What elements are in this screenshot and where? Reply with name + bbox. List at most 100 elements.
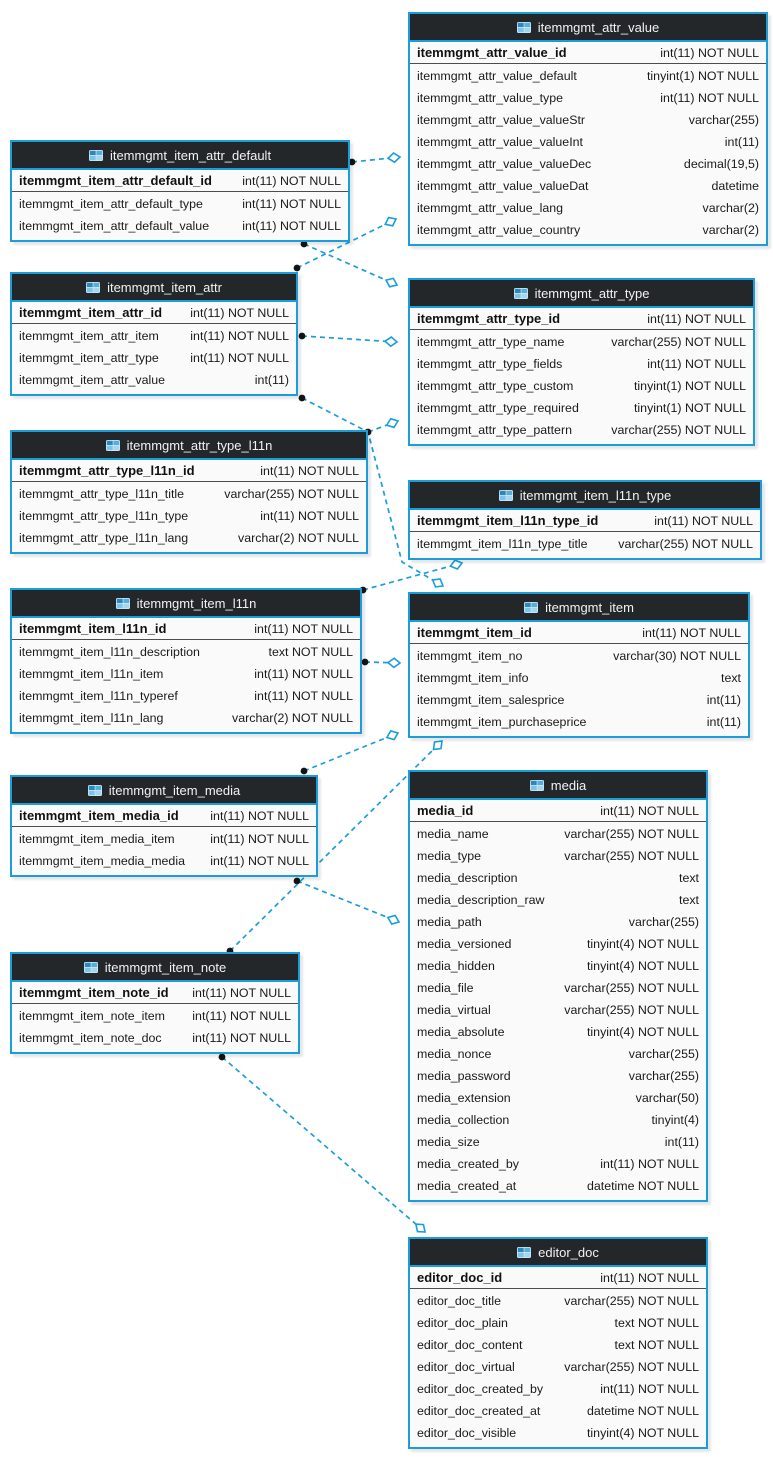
db-table-itemmgmt_item_media[interactable]: itemmgmt_item_media itemmgmt_item_media_… <box>10 775 318 877</box>
relationship-itemmgmt_item_attr-to-itemmgmt_item[interactable] <box>301 397 444 587</box>
field-row: itemmgmt_item_attr_item int(11) NOT NULL <box>12 325 296 347</box>
relationship-itemmgmt_item_attr-to-itemmgmt_attr_type[interactable] <box>301 335 398 343</box>
field-name: media_description_raw <box>417 893 545 907</box>
field-name: media_password <box>417 1069 511 1083</box>
db-table-header[interactable]: itemmgmt_item_attr <box>12 274 296 302</box>
pk-field-type: int(11) NOT NULL <box>647 311 746 326</box>
field-row: media_name varchar(255) NOT NULL <box>410 823 706 845</box>
db-table-itemmgmt_item_l11n_type[interactable]: itemmgmt_item_l11n_type itemmgmt_item_l1… <box>408 480 762 560</box>
db-table-header[interactable]: media <box>410 772 706 800</box>
field-row: itemmgmt_item_attr_default_type int(11) … <box>12 193 348 215</box>
field-name: media_virtual <box>417 1003 491 1017</box>
relationship-itemmgmt_item_note-to-editor_doc[interactable] <box>221 1056 426 1233</box>
field-rows: itemmgmt_item_attr_item int(11) NOT NULL… <box>12 324 296 394</box>
field-name: itemmgmt_attr_type_l11n_lang <box>19 531 189 545</box>
connector-dot-endpoint <box>300 767 308 775</box>
field-row: media_extension varchar(50) <box>410 1087 706 1109</box>
field-type: int(11) NOT NULL <box>190 329 289 343</box>
field-row: itemmgmt_attr_value_country varchar(2) <box>410 219 766 241</box>
field-name: itemmgmt_item_note_item <box>19 1009 165 1023</box>
field-row: media_path varchar(255) <box>410 911 706 933</box>
primary-key-row: itemmgmt_item_attr_default_id int(11) NO… <box>12 170 348 192</box>
field-row: itemmgmt_item_attr_type int(11) NOT NULL <box>12 347 296 369</box>
field-row: media_versioned tinyint(4) NOT NULL <box>410 933 706 955</box>
field-row: itemmgmt_attr_value_lang varchar(2) <box>410 197 766 219</box>
db-table-header[interactable]: itemmgmt_attr_type <box>410 280 753 308</box>
connector-diamond-endpoint <box>384 277 399 288</box>
db-table-header[interactable]: itemmgmt_item_attr_default <box>12 142 348 170</box>
primary-key-row: itemmgmt_item_l11n_type_id int(11) NOT N… <box>410 510 760 532</box>
field-type: int(11) <box>254 373 289 387</box>
db-table-header[interactable]: itemmgmt_item_note <box>12 954 298 982</box>
db-table-header[interactable]: itemmgmt_item_l11n_type <box>410 482 760 510</box>
db-table-itemmgmt_item_attr[interactable]: itemmgmt_item_attr itemmgmt_item_attr_id… <box>10 272 298 396</box>
field-type: int(11) NOT NULL <box>254 689 353 703</box>
field-row: editor_doc_content text NOT NULL <box>410 1334 706 1356</box>
db-table-header[interactable]: itemmgmt_item <box>410 594 748 622</box>
db-table-header[interactable]: editor_doc <box>410 1239 706 1267</box>
field-type: text NOT NULL <box>268 645 353 659</box>
relationship-itemmgmt_item_media-to-media[interactable] <box>296 880 400 923</box>
db-table-editor_doc[interactable]: editor_doc editor_doc_id int(11) NOT NUL… <box>408 1237 708 1449</box>
field-type: tinyint(4) NOT NULL <box>586 1426 699 1440</box>
field-name: media_created_by <box>417 1157 519 1171</box>
field-name: itemmgmt_attr_value_default <box>417 69 577 83</box>
field-rows: editor_doc_title varchar(255) NOT NULL e… <box>410 1289 706 1447</box>
relationship-itemmgmt_item_attr-to-itemmgmt_attr_value[interactable] <box>296 218 397 269</box>
field-row: itemmgmt_attr_value_valueStr varchar(255… <box>410 109 766 131</box>
relationship-itemmgmt_item_media-to-itemmgmt_item[interactable] <box>303 732 399 772</box>
db-table-itemmgmt_item_note[interactable]: itemmgmt_item_note itemmgmt_item_note_id… <box>10 952 300 1054</box>
field-type: int(11) NOT NULL <box>192 1031 291 1045</box>
field-row: media_hidden tinyint(4) NOT NULL <box>410 955 706 977</box>
relationship-itemmgmt_item_l11n-to-itemmgmt_item_l11n_type[interactable] <box>362 562 463 591</box>
field-name: itemmgmt_item_l11n_item <box>19 667 164 681</box>
field-name: media_description <box>417 871 518 885</box>
pk-field-type: int(11) NOT NULL <box>600 1270 699 1285</box>
field-row: media_password varchar(255) <box>410 1065 706 1087</box>
field-name: itemmgmt_item_purchaseprice <box>417 715 587 729</box>
relationship-itemmgmt_item_attr_default-to-itemmgmt_attr_type[interactable] <box>303 243 398 286</box>
field-row: itemmgmt_item_l11n_type_title varchar(25… <box>410 533 760 555</box>
field-type: int(11) NOT NULL <box>254 667 353 681</box>
pk-field-name: itemmgmt_item_l11n_id <box>19 621 167 636</box>
db-table-header[interactable]: itemmgmt_attr_value <box>410 14 766 42</box>
field-type: varchar(255) NOT NULL <box>611 423 746 437</box>
field-type: tinyint(1) NOT NULL <box>633 401 746 415</box>
db-table-itemmgmt_attr_type[interactable]: itemmgmt_attr_type itemmgmt_attr_type_id… <box>408 278 755 446</box>
db-table-itemmgmt_item_l11n[interactable]: itemmgmt_item_l11n itemmgmt_item_l11n_id… <box>10 588 362 734</box>
field-name: itemmgmt_item_attr_default_value <box>19 219 210 233</box>
db-table-header[interactable]: itemmgmt_item_l11n <box>12 590 360 618</box>
db-table-title: itemmgmt_item_media <box>108 782 241 798</box>
field-name: itemmgmt_attr_type_l11n_title <box>19 487 185 501</box>
relationship-itemmgmt_item_note-to-itemmgmt_item[interactable] <box>229 740 443 952</box>
field-row: itemmgmt_attr_type_fields int(11) NOT NU… <box>410 353 753 375</box>
field-name: itemmgmt_attr_type_pattern <box>417 423 572 437</box>
db-table-header[interactable]: itemmgmt_attr_type_l11n <box>12 432 366 460</box>
field-row: itemmgmt_item_salesprice int(11) <box>410 689 748 711</box>
db-table-header[interactable]: itemmgmt_item_media <box>12 777 316 805</box>
field-row: media_description_raw text <box>410 889 706 911</box>
field-type: datetime <box>711 179 759 193</box>
table-grid-icon <box>517 1246 532 1258</box>
field-rows: itemmgmt_item_l11n_description text NOT … <box>12 640 360 732</box>
db-table-itemmgmt_attr_value[interactable]: itemmgmt_attr_value itemmgmt_attr_value_… <box>408 12 768 246</box>
field-type: varchar(2) NOT NULL <box>232 711 353 725</box>
db-table-itemmgmt_item_attr_default[interactable]: itemmgmt_item_attr_default itemmgmt_item… <box>10 140 350 242</box>
field-type: tinyint(1) NOT NULL <box>633 379 746 393</box>
db-table-itemmgmt_item[interactable]: itemmgmt_item itemmgmt_item_id int(11) N… <box>408 592 750 738</box>
pk-field-type: int(11) NOT NULL <box>210 808 309 823</box>
field-name: media_versioned <box>417 937 512 951</box>
db-table-title: itemmgmt_item_attr_default <box>109 147 272 163</box>
field-name: itemmgmt_item_info <box>417 671 529 685</box>
field-row: media_virtual varchar(255) NOT NULL <box>410 999 706 1021</box>
field-type: tinyint(4) <box>651 1113 699 1127</box>
field-row: itemmgmt_attr_type_l11n_lang varchar(2) … <box>12 527 366 549</box>
db-table-title: itemmgmt_attr_type <box>534 285 650 301</box>
field-type: varchar(255) NOT NULL <box>564 1003 699 1017</box>
field-type: int(11) <box>724 135 759 149</box>
field-row: itemmgmt_item_l11n_description text NOT … <box>12 641 360 663</box>
connector-dot-endpoint <box>293 264 301 272</box>
db-table-media[interactable]: media media_id int(11) NOT NULL media_na… <box>408 770 708 1202</box>
db-table-itemmgmt_attr_type_l11n[interactable]: itemmgmt_attr_type_l11n itemmgmt_attr_ty… <box>10 430 368 554</box>
field-type: int(11) NOT NULL <box>600 1382 699 1396</box>
